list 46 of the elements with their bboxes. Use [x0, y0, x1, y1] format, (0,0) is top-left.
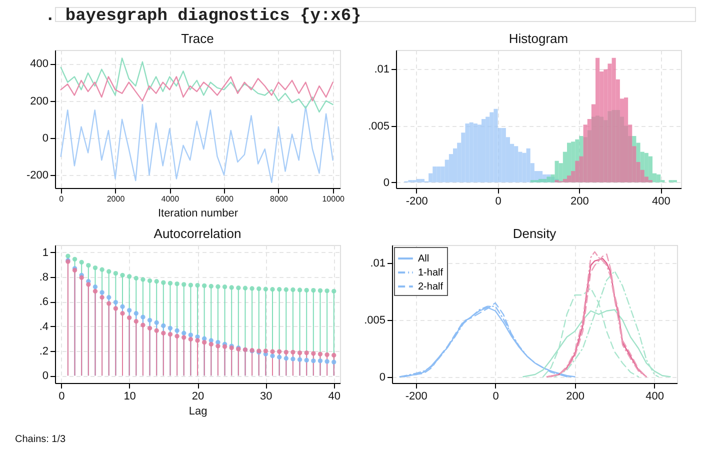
legend-label: 1-half — [418, 268, 444, 278]
x-tick-label: 400 — [646, 390, 664, 402]
text: . bayesgraph diagnostics {y:x6} — [45, 7, 362, 26]
chart-title: Autocorrelation — [154, 226, 242, 241]
y-tick-label: .005 — [368, 120, 390, 132]
x-tick-label: 0 — [492, 390, 499, 402]
x-tick-label: 6000 — [216, 194, 234, 204]
legend-label: 2-half — [418, 282, 444, 292]
y-tick-label: .005 — [364, 314, 386, 326]
x-tick-label: 200 — [566, 390, 585, 402]
y-tick-label: .2 — [39, 345, 48, 358]
x-tick-label: 400 — [652, 196, 670, 208]
x-tick-label: 200 — [570, 196, 589, 208]
y-tick-label: 0 — [379, 371, 386, 384]
y-tick-label: 0 — [42, 370, 48, 382]
x-tick-label: 0 — [58, 390, 65, 402]
x-tick-label: 0 — [495, 196, 502, 208]
y-tick-label: .4 — [39, 320, 48, 333]
y-tick-label: .01 — [370, 258, 386, 270]
x-tick-label: 2000 — [106, 194, 126, 204]
chart-title: Trace — [181, 31, 214, 46]
x-tick-label: 4000 — [161, 194, 180, 204]
text: Chains: 1/3 — [15, 434, 66, 445]
y-tick-label: .01 — [374, 64, 390, 76]
y-tick-label: 200 — [30, 95, 48, 108]
y-tick-label: 400 — [30, 58, 48, 70]
x-axis-title: Iteration number — [158, 208, 238, 220]
chart-title: Histogram — [508, 31, 568, 46]
y-tick-label: 0 — [42, 132, 48, 144]
x-tick-label: 30 — [260, 390, 272, 402]
x-tick-label: 10000 — [322, 194, 346, 204]
x-tick-label: 20 — [192, 390, 204, 402]
x-tick-label: 0 — [59, 194, 64, 204]
x-tick-label: -200 — [405, 390, 428, 402]
y-tick-label: .8 — [39, 272, 48, 284]
y-tick-label: 0 — [383, 176, 390, 189]
chart-title: Density — [512, 226, 557, 241]
x-tick-label: -200 — [406, 196, 428, 208]
y-tick-label: -200 — [26, 170, 48, 182]
legend-label: All — [418, 254, 430, 264]
y-tick-label: 1 — [42, 246, 48, 259]
x-axis-title: Lag — [188, 406, 208, 418]
x-tick-label: 40 — [328, 390, 340, 402]
x-tick-label: 10 — [124, 390, 136, 402]
y-tick-label: .6 — [39, 296, 48, 308]
x-tick-label: 8000 — [270, 194, 288, 204]
